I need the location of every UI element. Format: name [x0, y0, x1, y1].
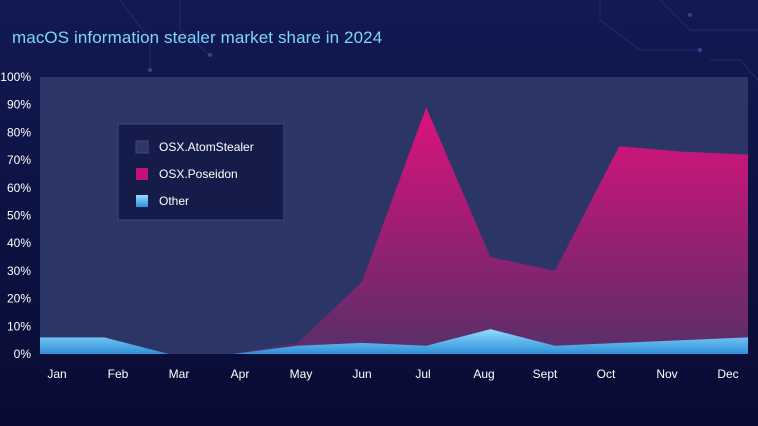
- y-tick-label: 20%: [7, 292, 31, 306]
- y-axis: 0% 10% 20% 30% 40% 50% 60% 70% 80% 90% 100%: [0, 70, 31, 361]
- y-tick-label: 30%: [7, 264, 31, 278]
- y-tick-label: 0%: [14, 347, 32, 361]
- y-tick-label: 60%: [7, 181, 31, 195]
- y-tick-label: 90%: [7, 98, 31, 112]
- y-tick-label: 50%: [7, 209, 31, 223]
- x-tick-label: Feb: [108, 367, 129, 381]
- legend-swatch: [135, 140, 149, 154]
- series-area-other: [40, 329, 748, 354]
- x-tick-label: Oct: [597, 367, 616, 381]
- x-tick-label: May: [290, 367, 313, 381]
- x-tick-label: Sept: [533, 367, 558, 381]
- x-tick-label: Jul: [415, 367, 430, 381]
- legend: OSX.AtomStealer OSX.Poseidon Other: [117, 123, 285, 221]
- y-tick-label: 10%: [7, 319, 31, 333]
- x-tick-label: Jan: [47, 367, 66, 381]
- y-tick-label: 100%: [0, 70, 31, 84]
- y-tick-label: 40%: [7, 236, 31, 250]
- y-tick-label: 80%: [7, 125, 31, 139]
- series-area-osx-poseidon: [40, 107, 748, 354]
- legend-label: OSX.Poseidon: [159, 167, 238, 181]
- x-axis: Jan Feb Mar Apr May Jun Jul Aug Sept Oct Nov Dec: [47, 367, 738, 381]
- chart-title: macOS information stealer market share i…: [12, 28, 383, 47]
- x-tick-label: Jun: [352, 367, 371, 381]
- legend-label: OSX.AtomStealer: [159, 140, 254, 154]
- y-tick-label: 70%: [7, 153, 31, 167]
- x-tick-label: Aug: [473, 367, 494, 381]
- x-tick-label: Apr: [231, 367, 250, 381]
- x-tick-label: Mar: [169, 367, 190, 381]
- legend-swatch: [136, 195, 148, 207]
- x-tick-label: Dec: [717, 367, 738, 381]
- legend-label: Other: [159, 194, 189, 208]
- x-tick-label: Nov: [656, 367, 677, 381]
- legend-swatch: [136, 168, 148, 180]
